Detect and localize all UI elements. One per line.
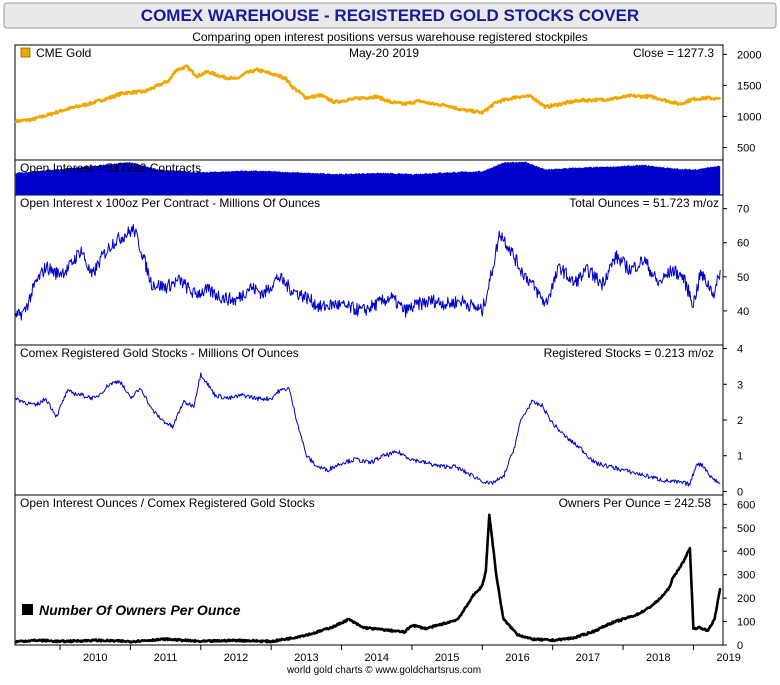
x-tick-label: 2013	[294, 652, 318, 664]
y-tick-label: 1500	[737, 80, 761, 92]
open-interest-label: Open Interest = 517232 Contracts	[20, 161, 201, 175]
y-tick-label: 100	[737, 617, 755, 629]
x-tick-label: 2017	[576, 652, 600, 664]
y-tick-label: 0	[737, 640, 743, 652]
y-tick-label: 3	[737, 379, 743, 391]
x-tick-label: 2016	[505, 652, 529, 664]
owners-legend-swatch	[22, 604, 33, 615]
y-tick-label: 40	[737, 306, 749, 318]
gold-price-line	[14, 64, 722, 124]
footer-credit: world gold charts © www.goldchartsrus.co…	[286, 665, 481, 676]
y-tick-label: 50	[737, 272, 749, 284]
owners-legend-label: Number Of Owners Per Ounce	[39, 602, 241, 618]
cme-gold-legend-label: CME Gold	[36, 46, 91, 60]
y-tick-label: 400	[737, 546, 755, 558]
y-tick-label: 500	[737, 143, 755, 155]
registered-stocks-readout: Registered Stocks = 0.213 m/oz	[544, 346, 714, 360]
total-ounces-readout: Total Ounces = 51.723 m/oz	[569, 196, 719, 210]
x-tick-label: 2010	[83, 652, 107, 664]
axis-ticks: 5001000150020004050607001234010020030040…	[59, 49, 761, 664]
cme-gold-legend-swatch	[20, 47, 31, 58]
panel-frame-owners	[14, 494, 724, 646]
chart-title: COMEX WAREHOUSE - REGISTERED GOLD STOCKS…	[141, 6, 639, 25]
y-tick-label: 500	[737, 523, 755, 535]
registered-stocks-series	[15, 372, 721, 487]
panel-frame-gold	[14, 44, 724, 161]
registered-stocks-line	[15, 372, 721, 487]
y-tick-label: 1000	[737, 111, 761, 123]
title-bar	[3, 2, 777, 29]
y-tick-label: 60	[737, 238, 749, 250]
total-ounces-line	[15, 223, 721, 321]
x-tick-label: 2012	[224, 652, 248, 664]
owners-per-ounce-readout: Owners Per Ounce = 242.58	[559, 496, 712, 510]
gold-close-readout: Close = 1277.3	[633, 46, 714, 60]
x-tick-label: 2019	[716, 652, 740, 664]
y-tick-label: 300	[737, 570, 755, 582]
open-interest-series	[15, 161, 721, 195]
y-tick-label: 600	[737, 499, 755, 511]
panel-frame-ounces	[14, 194, 724, 346]
total-ounces-series	[15, 223, 721, 321]
y-tick-label: 2000	[737, 49, 761, 61]
y-tick-label: 200	[737, 593, 755, 605]
x-tick-label: 2011	[154, 652, 178, 664]
x-tick-label: 2014	[364, 652, 388, 664]
gold-date-label: May-20 2019	[349, 46, 419, 60]
owners-panel-label: Open Interest Ounces / Comex Registered …	[20, 496, 315, 510]
owners-per-ounce-line	[14, 513, 722, 644]
x-tick-label: 2015	[435, 652, 459, 664]
x-tick-label: 2018	[646, 652, 670, 664]
gold-price-series	[14, 64, 722, 124]
y-tick-label: 0	[737, 486, 743, 498]
owners-per-ounce-series	[14, 513, 722, 644]
y-tick-label: 70	[737, 204, 749, 216]
y-tick-label: 1	[737, 451, 743, 463]
ounces-panel-label: Open Interest x 100oz Per Contract - Mil…	[20, 196, 320, 210]
y-tick-label: 2	[737, 415, 743, 427]
registered-panel-label: Comex Registered Gold Stocks - Millions …	[20, 346, 299, 360]
chart-subtitle: Comparing open interest positions versus…	[192, 30, 588, 44]
y-tick-label: 4	[737, 344, 743, 356]
panel-frame-registered	[14, 344, 724, 496]
open-interest-area	[15, 161, 721, 195]
